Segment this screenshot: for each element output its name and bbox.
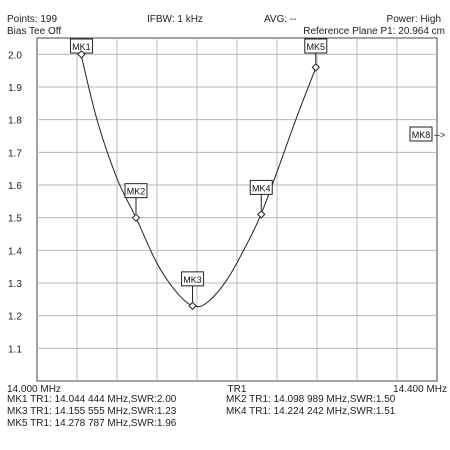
- marker-readout: MK2 TR1: 14.098 989 MHz,SWR:1.50: [226, 394, 396, 405]
- bias-tee-label: Bias Tee Off: [7, 26, 62, 37]
- ifbw-label: IFBW: 1 kHz: [147, 14, 203, 25]
- y-tick-label: 1.4: [8, 246, 22, 257]
- y-tick-label: 1.6: [8, 181, 22, 192]
- marker-readout: MK4 TR1: 14.224 242 MHz,SWR:1.51: [226, 406, 396, 417]
- offscreen-marker-label: MK8: [412, 130, 431, 140]
- y-tick-label: 1.3: [8, 279, 22, 290]
- y-tick-label: 1.2: [8, 312, 22, 323]
- y-tick-label: 2.0: [8, 50, 22, 61]
- marker-label: MK5: [307, 42, 326, 52]
- offscreen-marker-arrow: -->: [434, 130, 445, 140]
- marker-label-box: [249, 179, 273, 195]
- y-tick-label: 1.1: [8, 344, 22, 355]
- x-tick-label-start: 14.000 MHz: [7, 384, 61, 395]
- marker-label-box: [181, 271, 205, 287]
- x-tick-label-stop: 14.400 MHz: [393, 384, 447, 395]
- reference-plane-label: Reference Plane P1: 20.964 cm: [303, 26, 445, 37]
- marker-diamond: [311, 63, 320, 72]
- y-tick-label: 1.9: [8, 83, 22, 94]
- marker-readout: MK3 TR1: 14.155 555 MHz,SWR:1.23: [7, 406, 177, 417]
- marker-diamond: [188, 301, 197, 311]
- marker-label: MK3: [183, 275, 202, 285]
- avg-label: AVG: --: [264, 14, 297, 25]
- marker-label-box: [304, 38, 328, 54]
- offscreen-marker-box: [409, 126, 433, 142]
- marker-diamond: [257, 210, 266, 219]
- marker-readout: MK5 TR1: 14.278 787 MHz,SWR:1.96: [7, 418, 177, 429]
- swr-trace: [80, 54, 317, 308]
- y-tick-label: 1.7: [8, 148, 22, 159]
- marker-label: MK1: [72, 42, 91, 52]
- marker-label-box: [124, 183, 148, 199]
- points-label: Points: 199: [7, 14, 58, 25]
- marker-label: MK2: [127, 187, 146, 197]
- x-axis-trace-label: TR1: [228, 384, 247, 395]
- marker-diamond: [131, 213, 141, 222]
- y-tick-label: 1.5: [8, 214, 22, 225]
- marker-label: MK4: [252, 183, 271, 193]
- y-tick-label: 1.8: [8, 116, 22, 127]
- marker-diamond: [77, 50, 86, 59]
- marker-readout: MK1 TR1: 14.044 444 MHz,SWR:2.00: [7, 394, 177, 405]
- power-label: Power: High: [386, 14, 441, 25]
